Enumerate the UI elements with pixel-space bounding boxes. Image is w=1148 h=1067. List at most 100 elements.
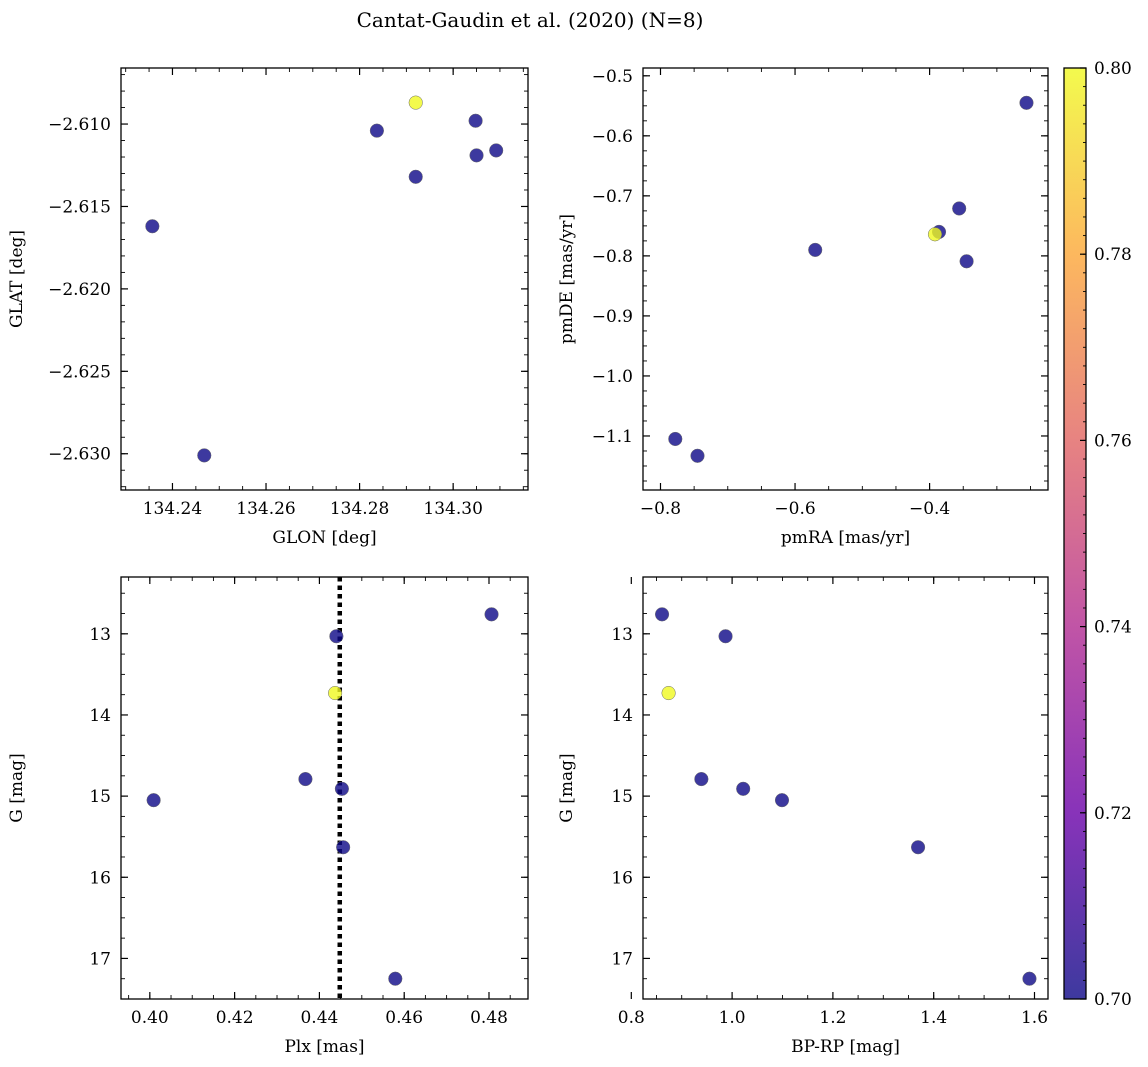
y-tick-label: 17 [89, 949, 111, 969]
colorbar-tick-label: 0.72 [1094, 804, 1132, 824]
figure-title: Cantat-Gaudin et al. (2020) (N=8) [357, 8, 704, 32]
x-tick-label: 1.0 [719, 1008, 746, 1028]
y-tick-label: −1.1 [592, 427, 633, 447]
scatter-point [369, 123, 384, 138]
scatter-point [694, 772, 709, 787]
x-axis-label: GLON [deg] [272, 528, 376, 548]
panels: 134.24 134.26 134.28 134.30 −2.610 −2.615 −2.6… [7, 67, 1049, 1057]
scatter-point [408, 95, 423, 110]
axes-frame [120, 67, 529, 491]
scatter-point [661, 686, 676, 701]
axes-frame [120, 576, 529, 1000]
x-tick-label: 0.46 [385, 1008, 423, 1028]
scatter-point [408, 169, 423, 184]
scatter-point [469, 148, 484, 163]
scatter-point [808, 242, 823, 257]
scatter-point [388, 971, 403, 986]
y-tick-label: 14 [611, 706, 633, 726]
scatter-point [328, 686, 343, 701]
x-tick-label: 0.8 [618, 1008, 645, 1028]
x-axis-label: BP-RP [mag] [791, 1037, 900, 1057]
scatter-point [959, 254, 974, 269]
y-tick-label: −0.5 [592, 67, 633, 87]
x-tick-label: 134.28 [330, 499, 389, 519]
y-tick-label: −2.610 [48, 115, 111, 135]
x-tick-label: 0.48 [470, 1008, 508, 1028]
scatter-point [336, 840, 351, 855]
scatter-point [145, 219, 160, 234]
x-tick-label: 0.44 [300, 1008, 338, 1028]
scatter-point [484, 607, 499, 622]
colorbar-frame [1063, 67, 1087, 1000]
y-axis-label: G [mag] [7, 753, 27, 822]
x-tick-label: 1.4 [920, 1008, 947, 1028]
scatter-point [668, 431, 683, 447]
scatter-point [927, 227, 943, 242]
scatter-point [774, 793, 790, 808]
y-tick-label: 15 [89, 787, 111, 807]
minor-ticks [121, 68, 528, 490]
x-tick-label: 134.26 [236, 499, 295, 519]
y-tick-label: 16 [611, 868, 633, 888]
scatter-point [334, 781, 349, 796]
panel-plx-g: 0.40 0.42 0.44 0.46 0.48 13 14 15 16 17 Plx [mas] G… [7, 576, 529, 1057]
scatter-point [655, 607, 670, 622]
x-tick-label: −0.8 [640, 499, 681, 519]
x-tick-label: 1.2 [819, 1008, 846, 1028]
x-tick-label: 134.30 [423, 499, 482, 519]
y-tick-label: 14 [89, 706, 111, 726]
y-tick-label: −0.7 [592, 187, 633, 207]
scatter-point [146, 793, 161, 808]
colorbar-tick-label: 0.80 [1094, 59, 1132, 79]
x-tick-label: 0.42 [216, 1008, 254, 1028]
scatter-point [329, 629, 344, 644]
y-tick-label: −2.630 [48, 445, 111, 465]
colorbar-tick-label: 0.76 [1094, 431, 1132, 451]
axes-frame [642, 576, 1049, 1000]
scatter-point [718, 629, 733, 644]
y-tick-label: 13 [611, 625, 633, 645]
y-tick-label: −0.9 [592, 307, 633, 327]
x-tick-label: 134.24 [143, 499, 202, 519]
minor-ticks [121, 577, 528, 1000]
minor-ticks [643, 577, 1048, 1000]
colorbar-tick-label: 0.78 [1094, 245, 1132, 265]
scatter-point [952, 201, 967, 216]
scatter-point [736, 781, 751, 796]
y-axis-label: GLAT [deg] [7, 230, 27, 328]
y-axis-label: G [mag] [557, 753, 577, 822]
y-tick-label: −1.0 [592, 367, 633, 387]
scatter-points [668, 95, 1034, 463]
x-axis-label: pmRA [mas/yr] [781, 528, 910, 548]
x-axis-label: Plx [mas] [284, 1037, 364, 1057]
panel-bprp-g: 0.8 1.0 1.2 1.4 1.6 13 14 15 16 17 BP-RP [mag] G [m… [557, 576, 1049, 1057]
colorbar: 0.70 0.72 0.74 0.76 0.78 0.80 [1063, 59, 1132, 1010]
y-tick-label: −0.8 [592, 247, 633, 267]
panel-pmra-pmde: −0.8 −0.6 −0.4 −0.5 −0.6 −0.7 −0.8 −0.9 −1.0 −1.1… [557, 67, 1049, 548]
x-tick-label: 1.6 [1021, 1008, 1048, 1028]
scatter-point [1022, 971, 1037, 986]
axes-frame [642, 67, 1049, 491]
y-tick-label: −2.620 [48, 280, 111, 300]
scatter-point [468, 113, 483, 128]
y-tick-label: 16 [89, 868, 111, 888]
y-tick-label: −2.615 [48, 197, 111, 217]
minor-ticks [643, 68, 1048, 490]
y-tick-label: −2.625 [48, 362, 111, 382]
scatter-points [146, 607, 499, 986]
colorbar-tick-label: 0.74 [1094, 618, 1132, 638]
colorbar-tick-label: 0.70 [1094, 990, 1132, 1010]
scatter-point [1019, 95, 1034, 110]
x-tick-label: −0.4 [909, 499, 950, 519]
panel-glon-glat: 134.24 134.26 134.28 134.30 −2.610 −2.615 −2.6… [7, 67, 529, 548]
x-tick-label: 0.40 [131, 1008, 169, 1028]
y-tick-label: 17 [611, 949, 633, 969]
scatter-point [489, 143, 504, 158]
colorbar-gradient [1064, 68, 1086, 999]
scatter-points [145, 95, 504, 463]
scatter-points [655, 607, 1037, 986]
scatter-point [911, 840, 926, 855]
y-axis-label: pmDE [mas/yr] [557, 214, 577, 344]
x-tick-label: −0.6 [774, 499, 815, 519]
